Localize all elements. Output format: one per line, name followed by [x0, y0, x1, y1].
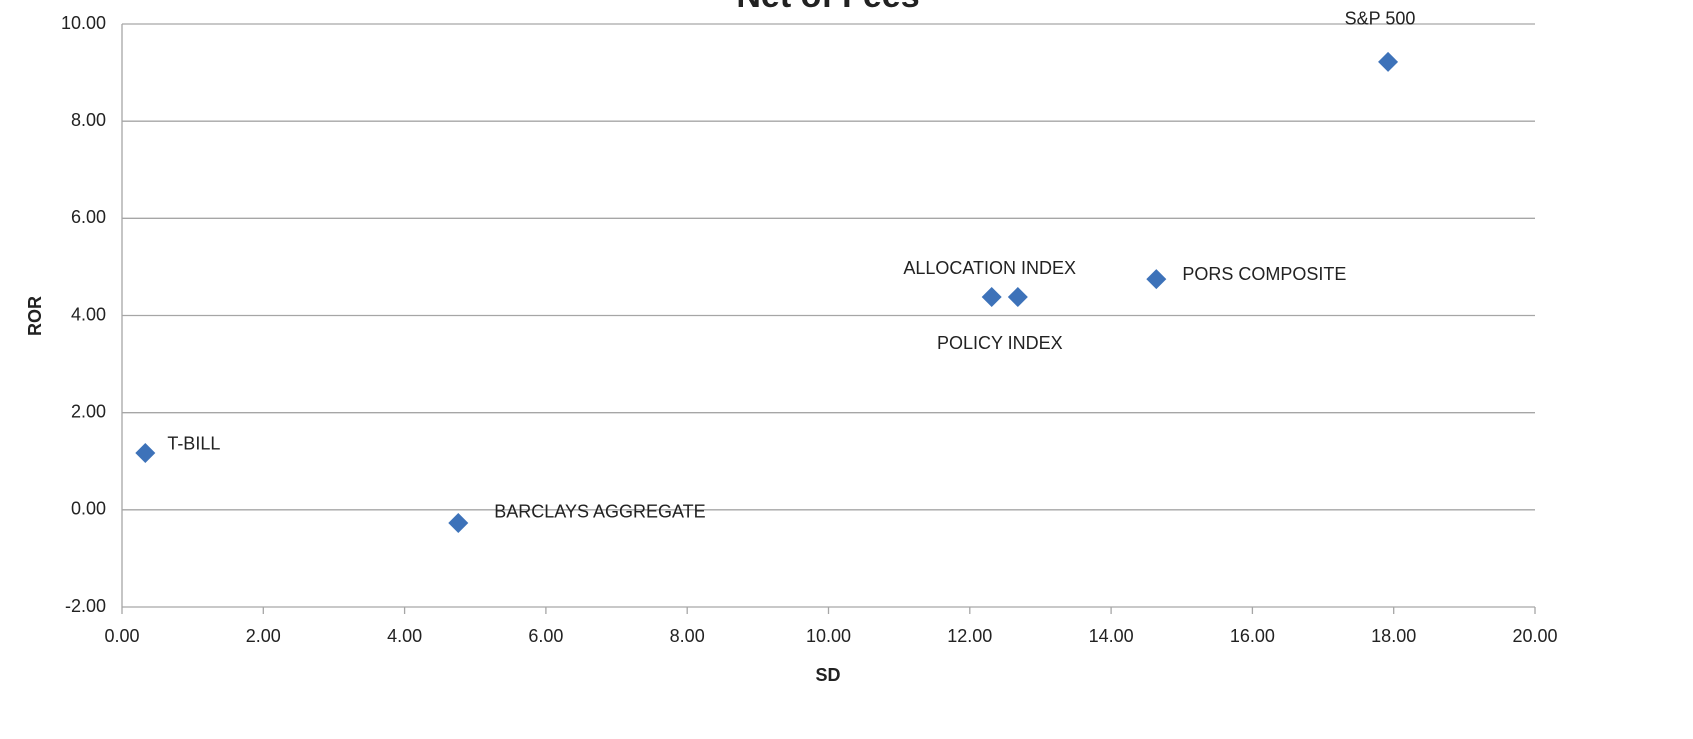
x-tick-label: 10.00 — [806, 626, 851, 646]
point-label: PORS COMPOSITE — [1182, 264, 1346, 284]
x-axis-label: SD — [815, 665, 840, 685]
y-tick-label: 8.00 — [71, 110, 106, 130]
point-label: S&P 500 — [1345, 9, 1416, 29]
x-tick-label: 16.00 — [1230, 626, 1275, 646]
point-label: BARCLAYS AGGREGATE — [494, 502, 705, 522]
x-tick-label: 18.00 — [1371, 626, 1416, 646]
point — [981, 287, 1002, 308]
x-tick-label: 6.00 — [528, 626, 563, 646]
point — [1146, 269, 1167, 290]
point — [135, 442, 156, 463]
y-tick-label: -2.00 — [65, 596, 106, 616]
y-tick-label: 2.00 — [71, 401, 106, 421]
y-tick-label: 0.00 — [71, 499, 106, 519]
point — [1378, 51, 1399, 72]
y-tick-label: 4.00 — [71, 304, 106, 324]
point — [448, 512, 469, 533]
point-label: T-BILL — [167, 434, 220, 454]
point — [1007, 287, 1028, 308]
x-tick-label: 4.00 — [387, 626, 422, 646]
x-tick-label: 20.00 — [1512, 626, 1557, 646]
y-axis-label: ROR — [25, 296, 45, 336]
chart-title: Net of Fees — [736, 0, 919, 15]
point-label: POLICY INDEX — [937, 333, 1063, 353]
point-label: ALLOCATION INDEX — [903, 258, 1076, 278]
x-tick-label: 8.00 — [670, 626, 705, 646]
y-tick-label: 10.00 — [61, 13, 106, 33]
y-tick-label: 6.00 — [71, 207, 106, 227]
x-tick-label: 12.00 — [947, 626, 992, 646]
x-tick-label: 0.00 — [104, 626, 139, 646]
x-tick-label: 14.00 — [1089, 626, 1134, 646]
x-tick-label: 2.00 — [246, 626, 281, 646]
